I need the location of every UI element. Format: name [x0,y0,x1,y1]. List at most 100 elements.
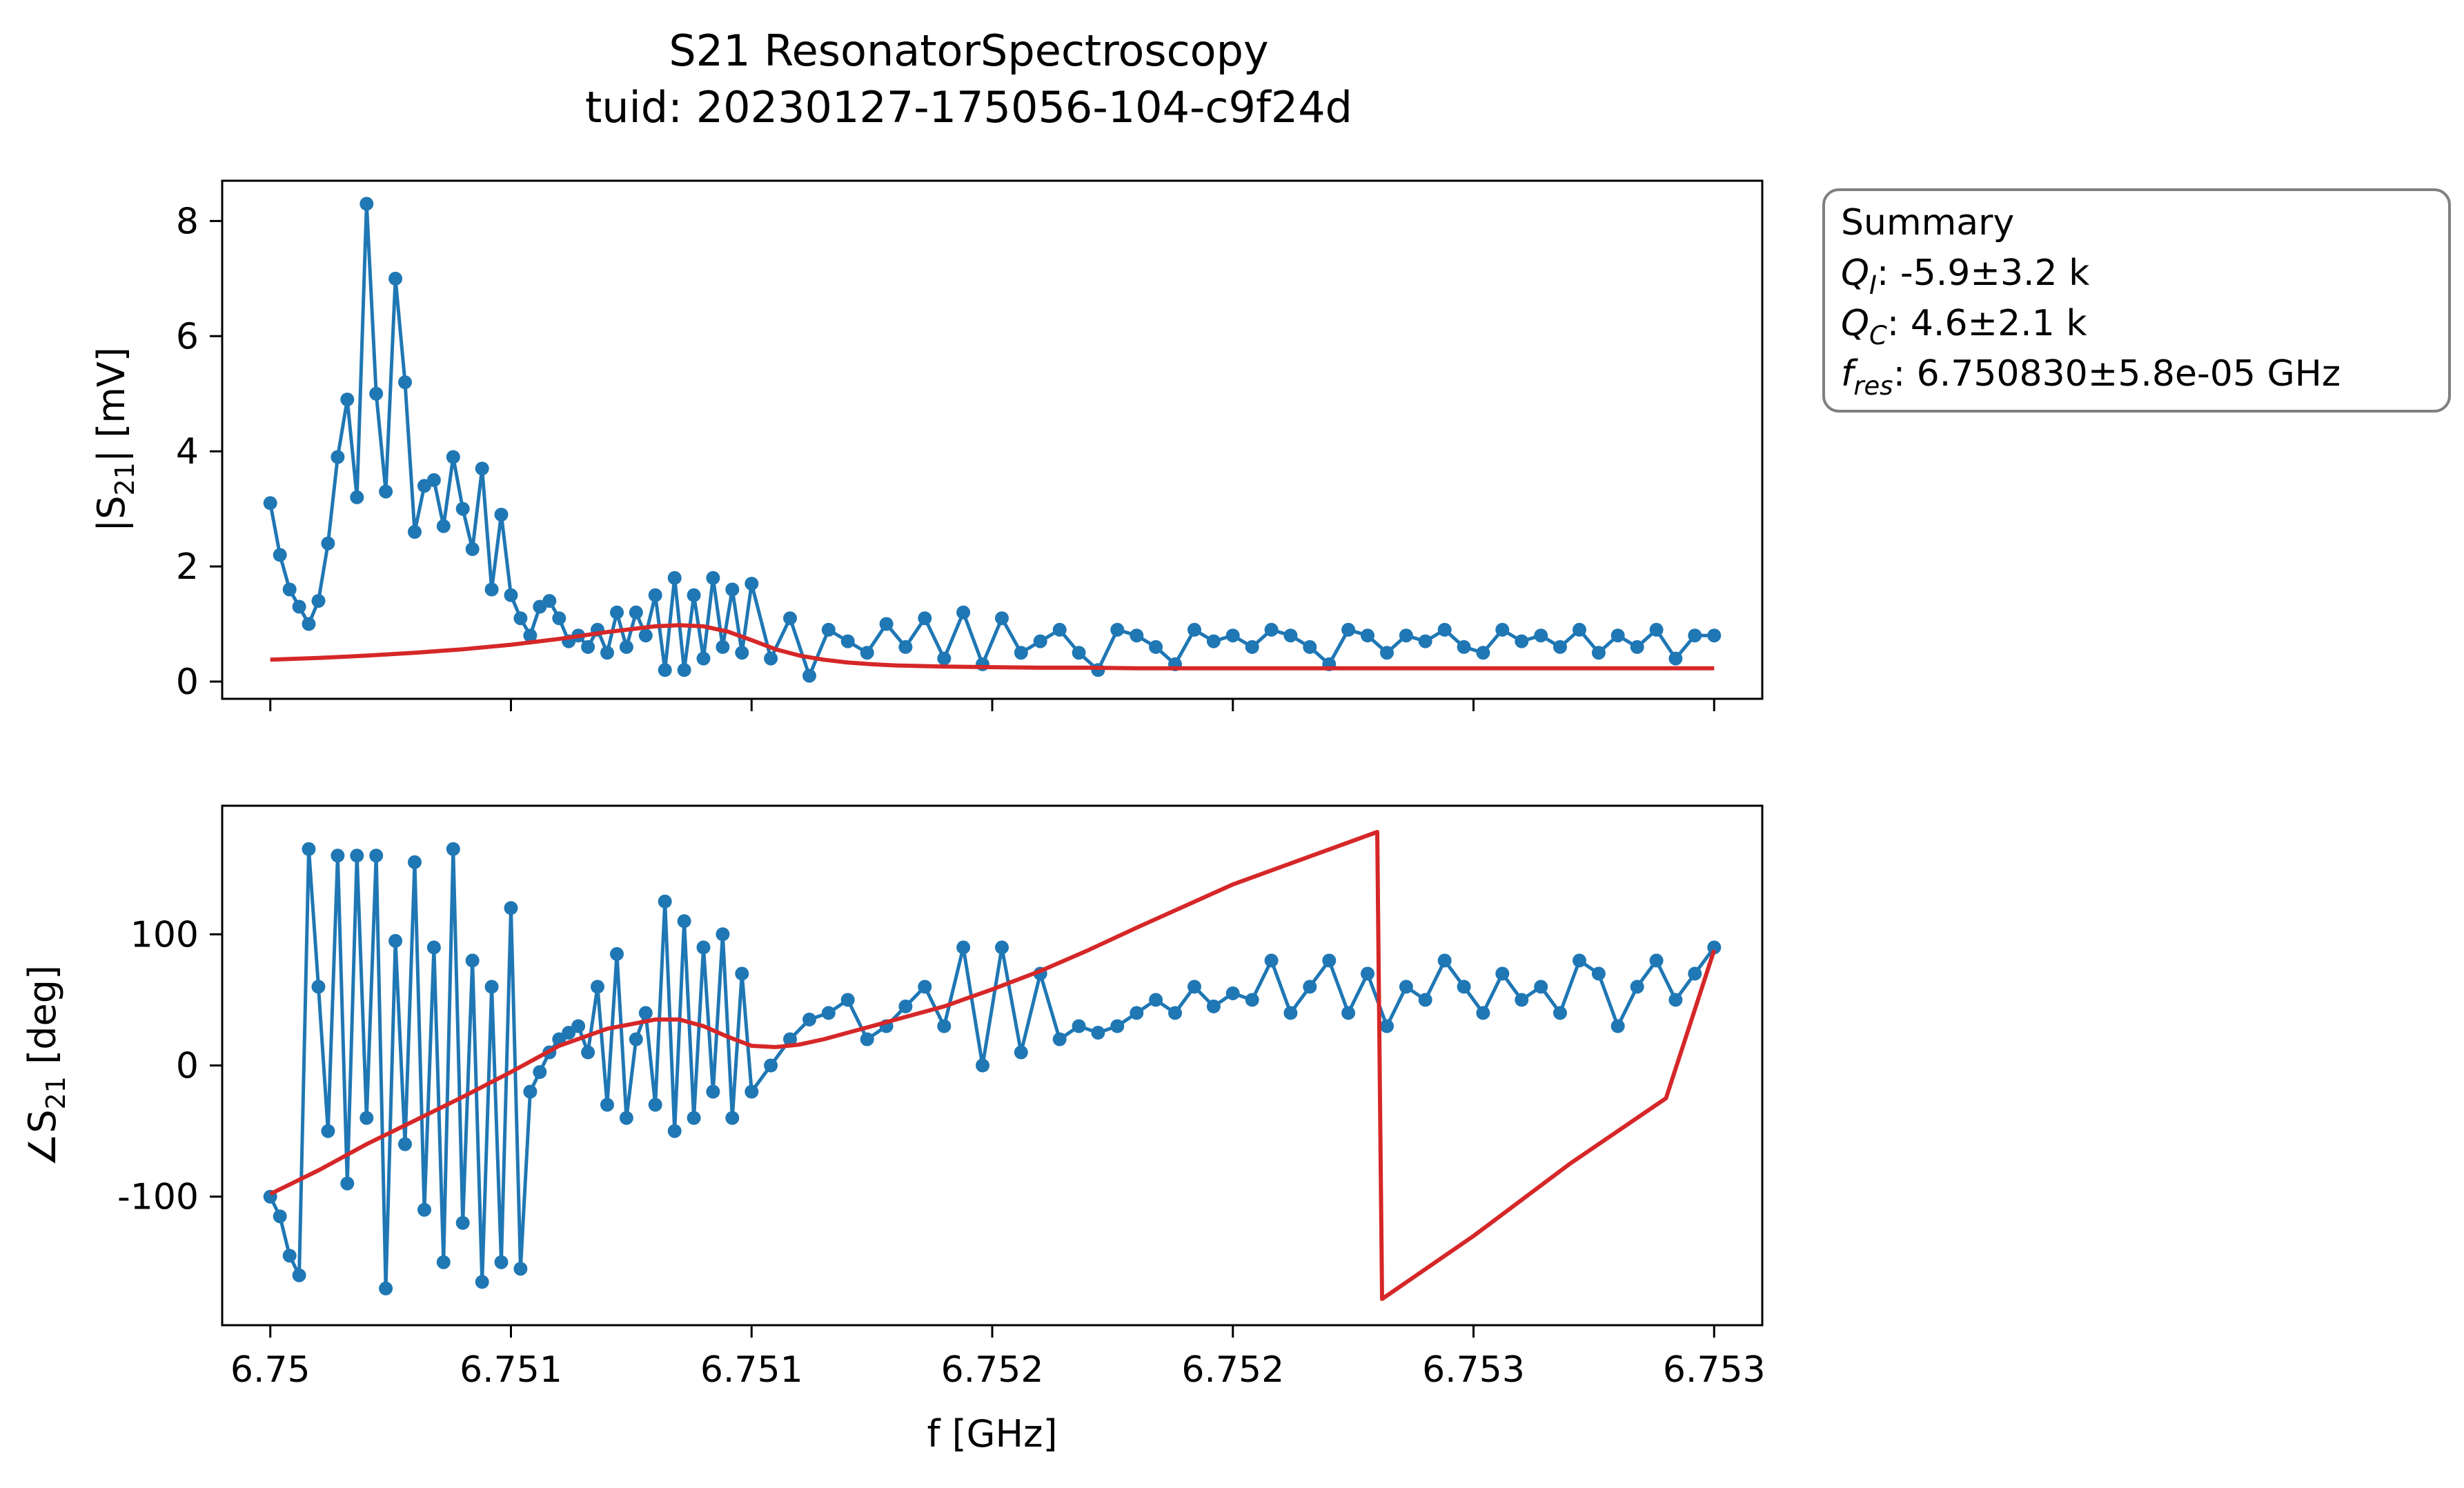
phase-data-point [802,1012,816,1026]
phase-data-point [1418,993,1432,1007]
phase-data-point [379,1281,393,1296]
phase-data-point [436,1255,451,1269]
phase-data-point [533,1065,547,1079]
summary-box-frame [1822,188,2451,413]
magnitude-plot-area [263,197,1722,683]
magnitude-data-point [1072,646,1086,660]
phase-data-point [1668,993,1683,1007]
magnitude-data-point [995,611,1009,626]
magnitude-data-point [446,450,460,464]
phase-data-point [350,849,364,863]
magnitude-data-point [677,663,691,677]
magnitude-data-point [359,197,374,211]
magnitude-data-point [311,594,326,608]
phase-data-point [1168,1006,1182,1020]
magnitude-data-point [321,536,335,550]
magnitude-data-point [1573,622,1586,637]
magnitude-data-point [1225,628,1240,643]
magnitude-data-point [783,611,797,626]
magnitude-data-point [552,611,566,626]
phase-data-point [581,1045,595,1060]
phase-data-point [1515,993,1529,1007]
magnitude-data-point [667,571,682,585]
phase-x-tick-label: 6.752 [1181,1349,1284,1391]
magnitude-data-point [706,571,720,585]
phase-data-point [716,927,730,942]
phase-x-tick-label: 6.751 [700,1349,803,1391]
phase-data-point [898,999,913,1013]
phase-data-point [465,953,480,968]
magnitude-data-point [1476,646,1490,660]
magnitude-data-point [716,639,730,654]
phase-y-axis-label: ∠S21 [deg] [21,965,71,1167]
phase-fit-line [269,830,1717,1301]
magnitude-data-point [860,646,874,660]
magnitude-data-point [1630,639,1644,654]
phase-data-point [1457,980,1471,994]
magnitude-data-point [1110,622,1125,637]
x-axis-label: f [GHz] [927,1412,1057,1456]
magnitude-data-point [302,617,316,631]
phase-data-point [706,1084,720,1099]
magnitude-data-point [725,582,740,597]
phase-data-point [1225,986,1240,1000]
magnitude-data-point [1130,628,1144,643]
magnitude-y-tick-label: 6 [176,316,199,357]
phase-data-point [600,1098,614,1112]
magnitude-data-point [398,375,412,390]
phase-data-point [821,1006,836,1020]
magnitude-data-point [898,639,913,654]
magnitude-data-point [918,611,932,626]
magnitude-data-point [610,605,624,619]
summary-row: QI: -5.9±3.2 k [1841,252,2089,300]
phase-data-point [426,940,441,955]
magnitude-data-point [1052,622,1067,637]
magnitude-data-point [802,668,816,683]
phase-data-point [359,1111,374,1125]
magnitude-data-point [484,582,499,597]
phase-data-point [1014,1045,1028,1060]
phase-data-point [735,966,749,981]
phase-data-point [504,901,518,915]
magnitude-panel: 0 2 4 6 8 |S21| [mV] [90,179,1764,711]
phase-data-point [725,1111,740,1125]
magnitude-data-point [1245,639,1259,654]
magnitude-data-point [600,646,614,660]
phase-data-point [1610,1019,1625,1033]
magnitude-data-point [638,628,653,643]
magnitude-data-point [648,588,662,602]
magnitude-data-point [687,588,701,602]
magnitude-data-point [1206,634,1221,648]
phase-x-tick-label: 6.752 [941,1349,1044,1391]
phase-data-point [687,1111,701,1125]
phase-data-point [783,1032,797,1046]
phase-data-point [273,1209,287,1224]
phase-data-point [302,842,316,856]
chart-subtitle: tuid: 20230127-175056-104-c9f24d [585,82,1352,132]
phase-data-point [494,1255,509,1269]
phase-data-point [1322,953,1337,968]
phase-data-point [658,894,672,909]
phase-y-tick-label: -100 [117,1177,199,1218]
magnitude-data-point [1610,628,1625,643]
phase-data-point [1110,1019,1125,1033]
magnitude-data-point [1553,639,1567,654]
magnitude-data-point [282,582,297,597]
magnitude-data-point [1707,628,1722,643]
magnitude-data-point [1668,651,1683,666]
magnitude-data-point [1341,622,1356,637]
phase-data-point [1399,980,1413,994]
phase-data-point [369,849,384,863]
magnitude-data-point [436,519,451,533]
magnitude-data-point [937,651,952,666]
magnitude-data-point [581,639,595,654]
phase-data-point [1283,1006,1298,1020]
magnitude-data-point [263,496,277,510]
phase-data-point [340,1176,355,1191]
magnitude-data-point [745,577,759,591]
magnitude-data-point [369,386,384,401]
phase-data-point [1130,1006,1144,1020]
magnitude-data-point [1649,622,1664,637]
phase-data-point [976,1058,989,1073]
